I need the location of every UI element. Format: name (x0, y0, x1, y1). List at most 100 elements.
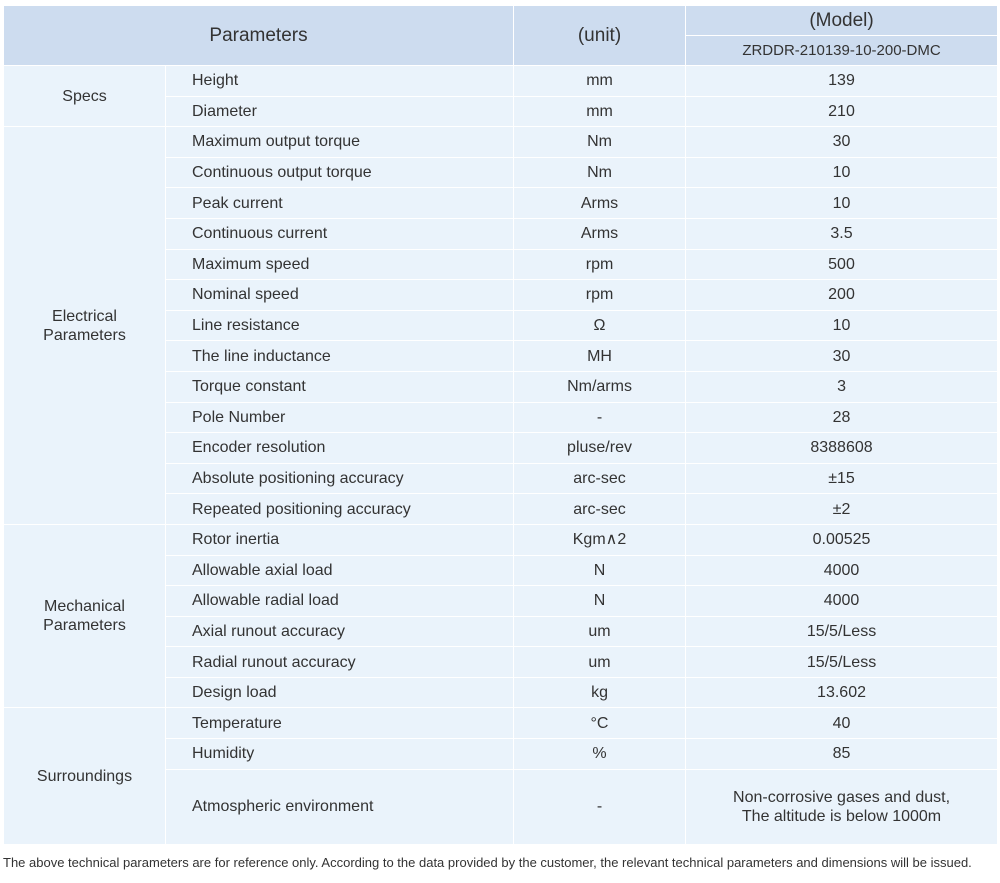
param-value: 3 (685, 370, 999, 403)
param-name: Atmospheric environment (164, 768, 515, 845)
param-unit: - (513, 768, 687, 845)
param-name: Axial runout accuracy (164, 615, 515, 648)
table-row: Maximum speed rpm 500 (4, 248, 999, 281)
param-unit: pluse/rev (513, 432, 687, 464)
table-row: Encoder resolution pluse/rev 8388608 (4, 432, 999, 464)
param-unit: % (513, 738, 687, 770)
param-unit: rpm (513, 248, 687, 281)
table-row: Continuous output torque Nm 10 (4, 156, 999, 189)
param-unit: MH (513, 340, 687, 372)
param-value: 4000 (685, 554, 999, 587)
param-unit: um (513, 646, 687, 678)
param-unit: mm (513, 95, 687, 128)
param-name: Temperature (164, 707, 515, 740)
param-unit: Arms (513, 187, 687, 219)
param-name: Rotor inertia (164, 523, 515, 556)
group-name: Specs (3, 64, 166, 128)
param-name: Line resistance (164, 309, 515, 342)
param-unit: arc-sec (513, 462, 687, 495)
param-name: Diameter (164, 95, 515, 128)
param-value: 10 (685, 156, 999, 189)
spec-table: Parameters (unit) (Model) ZRDDR-210139-1… (2, 5, 999, 845)
header-model: (Model) (685, 5, 999, 36)
param-value: 10 (685, 187, 999, 219)
table-body: Specs Height mm 139 Diameter mm 210 Electrical … (3, 64, 999, 845)
table-row: Pole Number -28 (4, 401, 999, 434)
param-value: 13.602 (685, 676, 999, 709)
param-unit: Nm/arms (513, 370, 687, 403)
header-model-name: ZRDDR-210139-10-200-DMC (685, 35, 999, 66)
table-row: Mechanical Parameters Rotor inertia Kgm∧2 0… (3, 523, 999, 709)
param-name: Continuous output torque (164, 156, 515, 189)
param-value: ±15 (685, 462, 999, 495)
param-name: Allowable axial load (164, 554, 515, 587)
param-value: 200 (685, 279, 999, 311)
param-unit: °C (513, 707, 687, 740)
header-unit: (unit) (513, 5, 687, 66)
table-row: Continuous current Arms 3.5 (4, 217, 999, 250)
table-header: Parameters (unit) (Model) ZRDDR-210139-1… (2, 5, 999, 66)
param-name: Height (164, 65, 515, 97)
param-unit: Kgm∧2 (513, 523, 687, 556)
param-name: Maximum speed (164, 248, 515, 281)
param-name: Allowable radial load (164, 585, 515, 617)
param-name: Repeated positioning accuracy (164, 493, 515, 525)
param-unit: Arms (513, 217, 687, 250)
param-name: Continuous current (164, 217, 515, 250)
param-value: ±2 (685, 493, 999, 525)
param-name: Absolute positioning accuracy (164, 462, 515, 495)
table-row: Nominal speed rpm 200 (4, 279, 999, 311)
param-value: 139 (685, 65, 999, 97)
param-value: 15/5/Less (685, 646, 999, 678)
param-name: Radial runout accuracy (164, 646, 515, 678)
param-name: Peak current (164, 187, 515, 219)
param-unit: um (513, 615, 687, 648)
param-value: 210 (685, 95, 999, 128)
param-value: 28 (685, 401, 999, 434)
table-row: Atmospheric environment - Non-corrosive ga… (4, 768, 999, 845)
param-unit: N (513, 554, 687, 587)
param-unit: rpm (513, 279, 687, 311)
param-value: 4000 (685, 585, 999, 617)
param-name: Maximum output torque (164, 126, 515, 158)
param-name: Nominal speed (164, 279, 515, 311)
param-name: Pole Number (164, 401, 515, 434)
param-value: 8388608 (685, 432, 999, 464)
param-unit: - (513, 401, 687, 434)
table-row: Specs Height mm 139 (3, 64, 999, 128)
param-value: 30 (685, 340, 999, 372)
param-name: Encoder resolution (164, 432, 515, 464)
table-row: Line resistance Ω 10 (4, 309, 999, 342)
param-name: The line inductance (164, 340, 515, 372)
param-value: 0.00525 (685, 523, 999, 556)
param-value: 15/5/Less (685, 615, 999, 648)
table-row: Axial runout accuracy um 15/5/Less (4, 615, 999, 648)
param-unit: Nm (513, 126, 687, 158)
table-row: Allowable radial load N 4000 (4, 585, 999, 617)
table-row: Electrical Parameters Maximum output torq… (3, 126, 999, 525)
param-unit: Nm (513, 156, 687, 189)
param-value: 3.5 (685, 217, 999, 250)
param-unit: N (513, 585, 687, 617)
param-value: 40 (685, 707, 999, 740)
param-value: Non-corrosive gases and dust, The altitu… (685, 768, 999, 845)
param-name: Torque constant (164, 370, 515, 403)
param-value: 30 (685, 126, 999, 158)
param-unit: mm (513, 65, 687, 97)
param-value: 10 (685, 309, 999, 342)
param-unit: kg (513, 676, 687, 709)
table-row: Absolute positioning accuracy arc-sec ±15 (4, 462, 999, 495)
param-value: 500 (685, 248, 999, 281)
table-row: Allowable axial load N 4000 (4, 554, 999, 587)
table-row: Surroundings Temperature °C 40 (3, 707, 999, 845)
param-name: Design load (164, 676, 515, 709)
table-row: Humidity% 85 (4, 738, 999, 770)
table-row: Repeated positioning accuracy arc-sec ±2 (4, 493, 999, 525)
param-unit: Ω (513, 309, 687, 342)
group-name: Surroundings (3, 707, 166, 845)
param-value: 85 (685, 738, 999, 770)
header-parameters: Parameters (2, 5, 515, 66)
table-row: Radial runout accuracy um 15/5/Less (4, 646, 999, 678)
param-unit: arc-sec (513, 493, 687, 525)
